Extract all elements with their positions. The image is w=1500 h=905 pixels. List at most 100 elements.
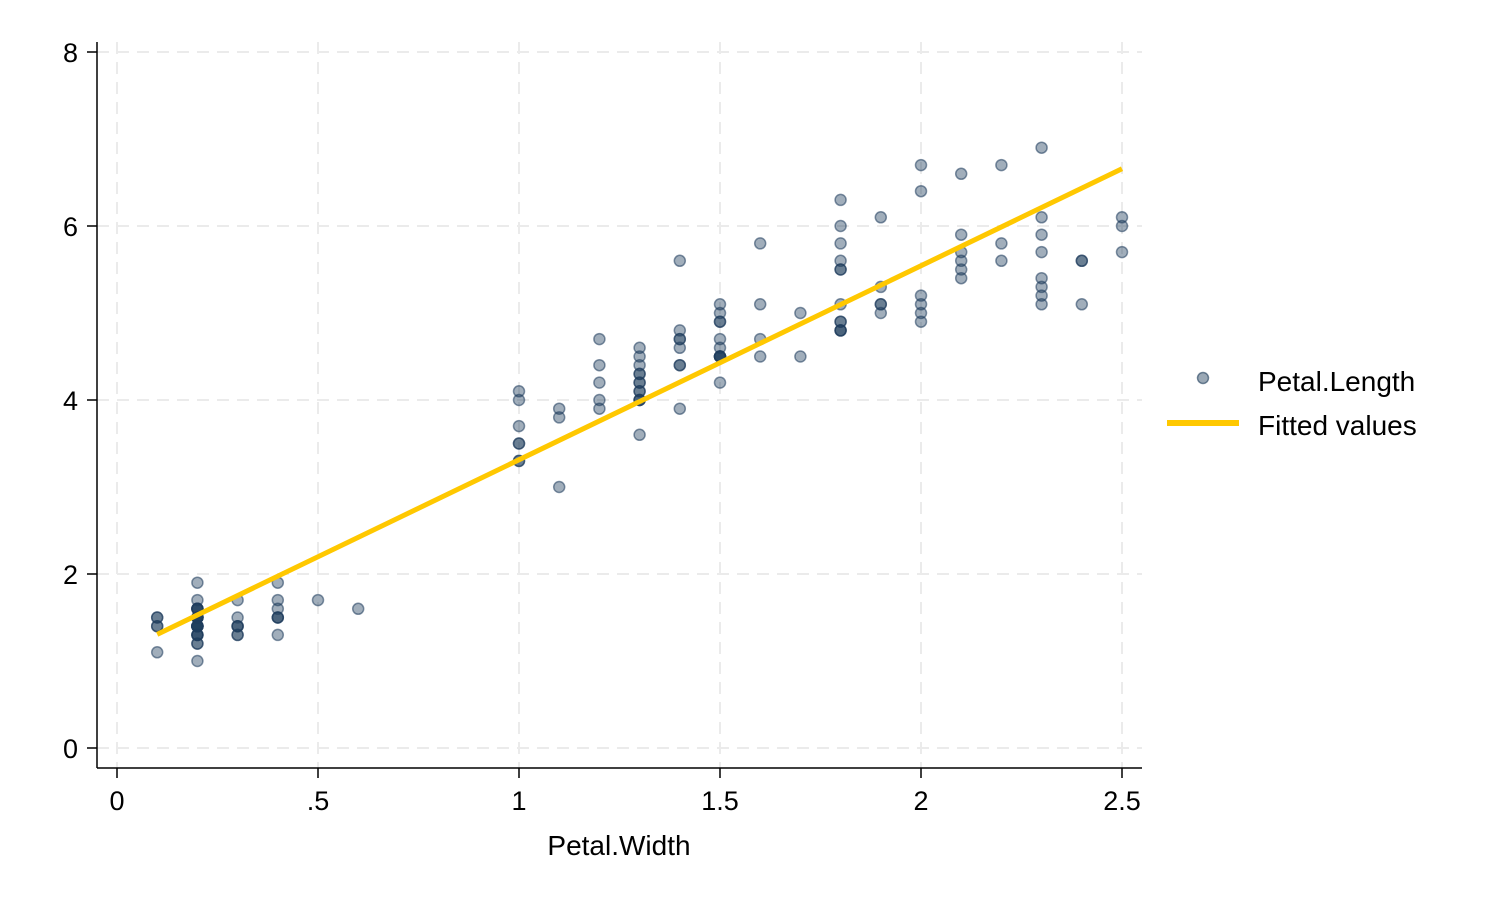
data-point: [633, 358, 646, 372]
data-point: [271, 593, 285, 607]
data-point: [834, 254, 847, 268]
data-point: [713, 298, 727, 311]
data-point: [673, 332, 687, 346]
data-point: [874, 298, 888, 311]
data-point: [673, 324, 687, 337]
data-point: [311, 593, 325, 607]
data-point: [954, 167, 968, 181]
x-tick-label: 1: [511, 786, 526, 816]
y-tick-label: 2: [63, 560, 78, 590]
data-point: [1115, 219, 1129, 233]
data-point: [512, 393, 526, 407]
data-point: [593, 332, 606, 346]
data-point: [713, 341, 727, 355]
data-point: [231, 619, 244, 633]
scatter-points: [150, 141, 1129, 668]
gridlines: [97, 42, 1142, 768]
data-point: [271, 611, 285, 624]
fitted-line: [156, 166, 1124, 637]
y-tick-label: 4: [63, 386, 78, 416]
data-point: [593, 376, 606, 389]
legend: Petal.Length Fitted values: [1167, 366, 1417, 441]
data-point: [1035, 289, 1048, 302]
data-point: [552, 480, 566, 494]
data-point: [191, 637, 204, 650]
data-point: [633, 350, 646, 363]
data-point: [914, 289, 928, 302]
data-point: [713, 315, 727, 328]
data-point: [593, 402, 606, 415]
data-point: [633, 428, 646, 442]
data-point: [1115, 245, 1129, 259]
x-axis-label: Petal.Width: [547, 830, 690, 861]
data-point: [834, 219, 847, 233]
data-point: [512, 419, 526, 433]
data-point: [633, 341, 646, 355]
data-point: [552, 402, 566, 415]
data-point: [673, 254, 687, 268]
data-point: [593, 393, 606, 407]
data-point: [834, 263, 847, 276]
data-point: [874, 306, 888, 320]
legend-label-fitted-values: Fitted values: [1258, 410, 1417, 441]
data-point: [914, 306, 928, 320]
data-point: [1115, 211, 1129, 224]
data-point: [512, 437, 526, 450]
axes: [96, 42, 1142, 769]
data-point: [914, 315, 928, 328]
data-point: [753, 350, 767, 363]
data-point: [231, 611, 244, 624]
data-point: [914, 298, 928, 311]
data-point: [1075, 298, 1089, 311]
data-point: [512, 385, 526, 398]
y-tick-label: 8: [63, 38, 78, 68]
data-point: [794, 350, 807, 363]
data-point: [633, 367, 646, 381]
legend-marker-petal-length: [1196, 371, 1210, 385]
x-tick-label: 0: [109, 786, 124, 816]
data-point: [150, 611, 164, 624]
x-tick-label: .5: [307, 786, 330, 816]
data-point: [633, 385, 646, 398]
data-point: [1035, 141, 1048, 154]
data-point: [231, 628, 244, 642]
data-point: [633, 376, 646, 389]
data-point: [914, 158, 928, 172]
data-point: [834, 237, 847, 250]
data-point: [673, 341, 687, 355]
data-point: [271, 628, 285, 642]
data-point: [552, 411, 566, 424]
data-point: [834, 324, 847, 337]
data-point: [713, 306, 727, 320]
data-point: [1035, 228, 1048, 241]
data-point: [834, 193, 847, 207]
data-point: [995, 254, 1008, 268]
data-point: [351, 602, 365, 616]
data-point: [713, 332, 727, 346]
data-point: [794, 306, 807, 320]
data-point: [673, 402, 687, 415]
data-point: [954, 263, 968, 276]
ticks: 0 .5 1 1.5 2 2.5 0 2 4 6 8: [63, 38, 1141, 816]
y-tick-label: 0: [63, 734, 78, 764]
fitted-line-group: [156, 166, 1124, 637]
data-point: [834, 315, 847, 328]
data-point: [1075, 254, 1089, 268]
data-point: [1035, 245, 1048, 259]
data-point: [271, 602, 285, 616]
data-point: [1035, 271, 1048, 285]
x-tick-label: 2.5: [1103, 786, 1141, 816]
data-point: [753, 237, 767, 250]
x-tick-label: 1.5: [701, 786, 739, 816]
data-point: [874, 211, 888, 224]
data-point: [673, 358, 687, 372]
data-point: [1035, 280, 1048, 294]
data-point: [713, 376, 727, 389]
data-point: [593, 358, 606, 372]
data-point: [954, 228, 968, 241]
y-tick-label: 6: [63, 212, 78, 242]
data-point: [191, 628, 204, 642]
data-point: [191, 619, 204, 633]
data-point: [995, 237, 1008, 250]
